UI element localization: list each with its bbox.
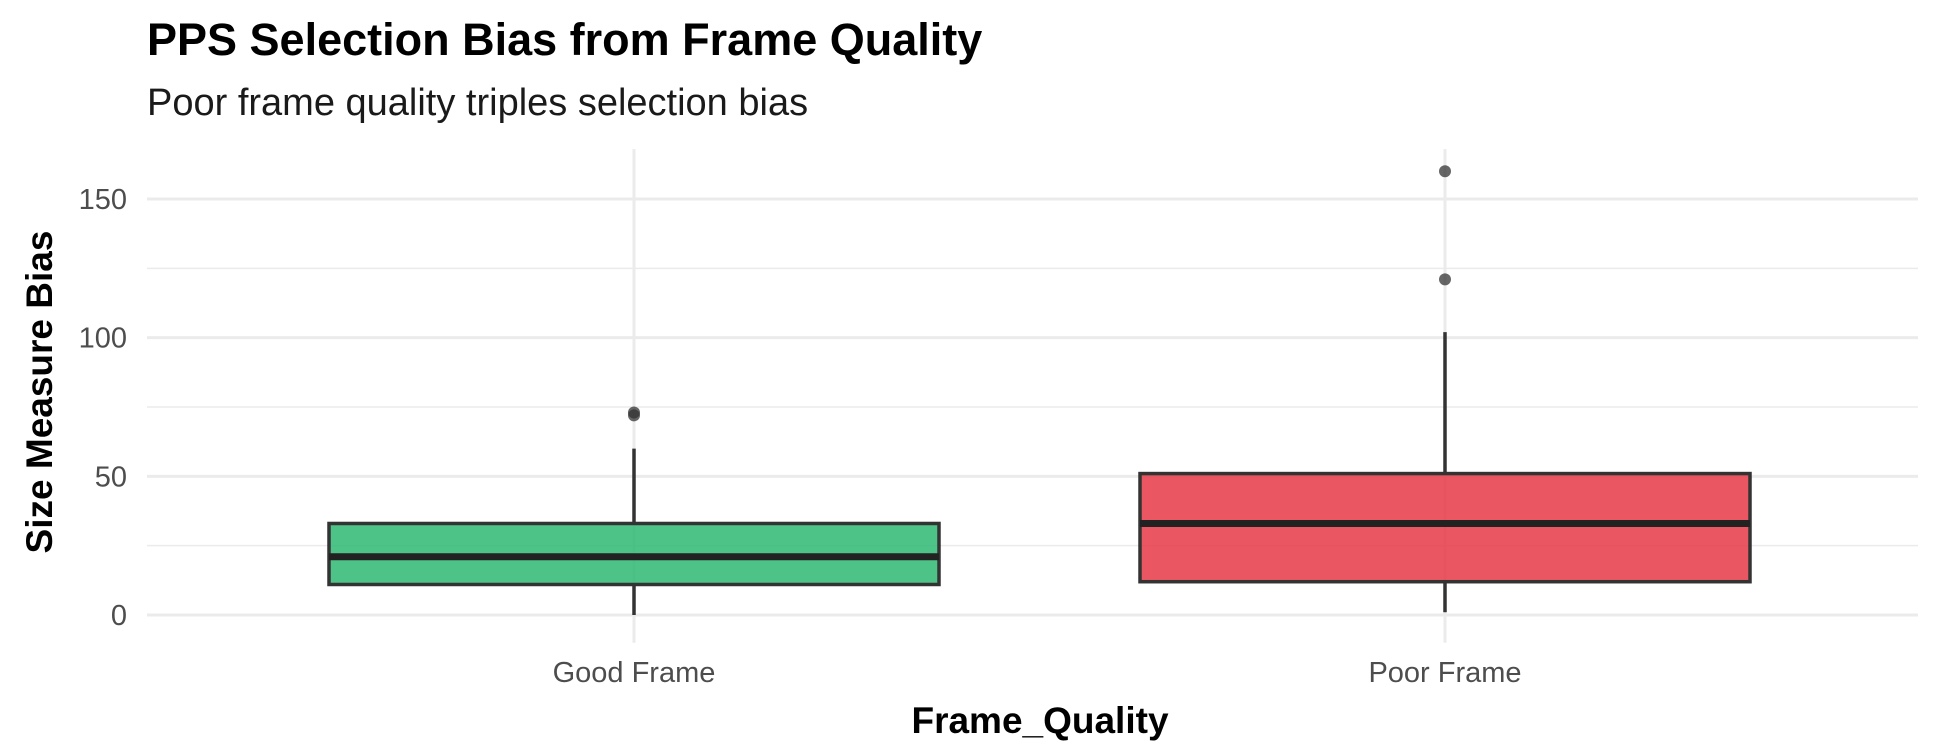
box-poor-frame <box>1138 165 1752 613</box>
chart-subtitle: Poor frame quality triples selection bia… <box>147 82 809 124</box>
outlier-point <box>1439 165 1451 178</box>
y-axis-title: Size Measure Bias <box>19 231 60 554</box>
x-tick-label: Poor Frame <box>1368 657 1521 689</box>
outlier-point <box>1439 273 1451 286</box>
y-tick-label: 50 <box>95 461 127 493</box>
y-axis-ticks: 0 50 100 150 <box>79 184 127 632</box>
box-iqr <box>1138 471 1752 584</box>
x-tick-label: Good Frame <box>553 657 716 689</box>
boxes <box>327 165 1752 615</box>
outlier-point <box>628 406 640 419</box>
y-tick-label: 150 <box>79 184 127 216</box>
chart-title: PPS Selection Bias from Frame Quality <box>147 14 983 65</box>
x-axis-ticks: Good Frame Poor Frame <box>553 657 1522 689</box>
x-axis-title: Frame_Quality <box>911 700 1168 741</box>
box-good-frame <box>327 406 941 615</box>
y-tick-label: 100 <box>79 323 127 355</box>
y-tick-label: 0 <box>111 600 127 632</box>
